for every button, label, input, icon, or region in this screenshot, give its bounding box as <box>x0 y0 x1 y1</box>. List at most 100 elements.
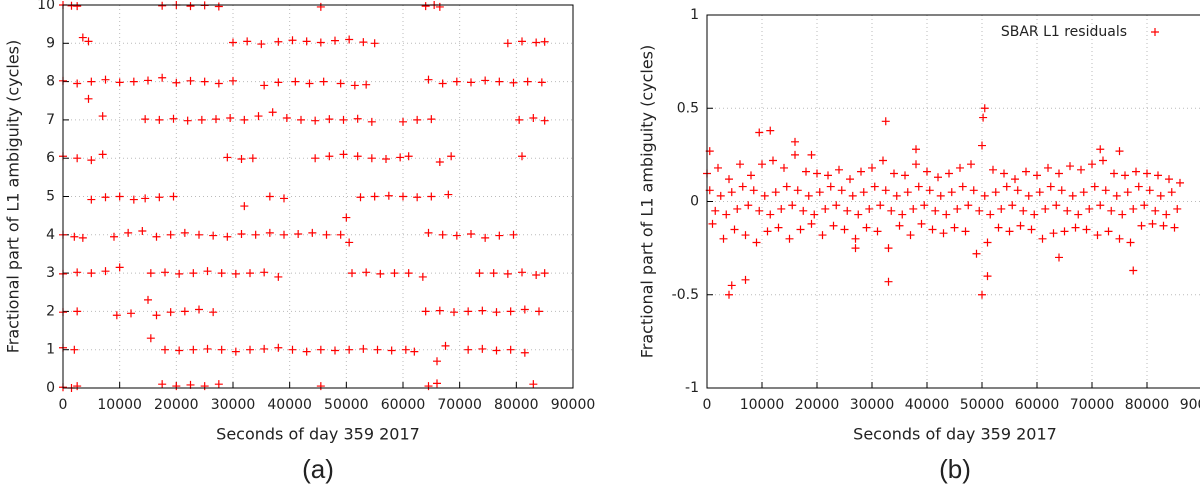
y-tick-label: 4 <box>46 227 55 243</box>
point <box>481 76 490 85</box>
point <box>246 345 254 354</box>
y-tick-label: 0 <box>690 194 699 210</box>
point <box>939 229 948 238</box>
point <box>725 290 733 299</box>
point <box>1090 182 1099 191</box>
point <box>152 311 161 320</box>
y-tick-label: 5 <box>46 189 55 205</box>
point <box>169 114 178 123</box>
point <box>362 80 371 89</box>
point <box>444 190 453 199</box>
point <box>226 113 235 122</box>
point <box>1093 231 1102 240</box>
point <box>1002 182 1011 191</box>
point <box>708 219 717 228</box>
point <box>87 77 96 86</box>
point <box>503 39 512 48</box>
point <box>294 230 303 239</box>
point <box>1101 186 1110 195</box>
point <box>331 346 339 355</box>
point <box>146 269 155 278</box>
point <box>1126 238 1135 247</box>
point <box>1129 204 1138 213</box>
y-tick-label: 8 <box>46 74 55 90</box>
point <box>727 281 736 290</box>
point <box>967 160 975 169</box>
point <box>758 160 766 169</box>
point <box>209 308 218 317</box>
point <box>1046 182 1055 191</box>
point <box>129 195 138 204</box>
point <box>396 153 405 162</box>
x-tick-label: 0 <box>59 397 68 413</box>
legend-marker <box>1151 28 1159 36</box>
point <box>744 201 753 210</box>
point <box>203 344 212 353</box>
point <box>316 382 325 391</box>
point <box>947 188 956 197</box>
point <box>837 186 846 195</box>
point <box>846 175 854 184</box>
point <box>851 244 860 253</box>
point <box>848 191 857 200</box>
point <box>755 128 764 137</box>
point <box>535 307 543 316</box>
point <box>229 76 237 85</box>
point <box>87 156 96 165</box>
point <box>495 77 504 86</box>
point <box>316 345 325 354</box>
point <box>84 94 93 103</box>
point <box>1013 186 1022 195</box>
point <box>214 2 223 11</box>
point <box>203 267 212 276</box>
x-tick-label: 30000 <box>850 397 895 413</box>
point <box>950 223 959 232</box>
point <box>441 341 450 350</box>
point <box>813 169 821 178</box>
point <box>302 37 311 46</box>
point <box>274 37 283 46</box>
point <box>1063 206 1072 215</box>
point <box>390 269 399 278</box>
point <box>906 231 915 240</box>
point <box>774 223 783 232</box>
plot-frame <box>706 14 1200 389</box>
point <box>217 345 226 354</box>
point <box>979 113 988 122</box>
point <box>741 231 750 240</box>
point <box>209 231 218 240</box>
y-tick-label: 0 <box>46 380 55 396</box>
point <box>509 78 518 87</box>
x-tick-label: 30000 <box>211 397 256 413</box>
point <box>421 307 430 316</box>
point <box>435 306 444 315</box>
point <box>865 204 874 213</box>
point <box>857 167 865 176</box>
plot-frame <box>62 4 574 389</box>
point <box>112 311 121 320</box>
point <box>1159 221 1168 230</box>
point <box>766 210 775 219</box>
point <box>280 230 288 239</box>
point <box>1055 169 1063 178</box>
point <box>1121 171 1129 180</box>
y-axis-title: Fractional part of L1 ambiguity (cycles) <box>4 40 23 354</box>
x-tick-label: 40000 <box>267 397 312 413</box>
y-tick-label: 9 <box>46 35 55 51</box>
x-tick-label: 70000 <box>437 397 482 413</box>
point <box>492 308 501 317</box>
point <box>467 78 475 87</box>
y-tick-label: 6 <box>46 150 55 166</box>
point <box>1011 175 1019 184</box>
x-tick-label: 10000 <box>97 397 142 413</box>
y-tick-label: 3 <box>46 265 55 281</box>
point <box>214 79 223 88</box>
point <box>532 38 541 47</box>
point <box>308 228 317 237</box>
y-tick-label: 10 <box>37 0 55 13</box>
point <box>961 227 970 236</box>
point <box>353 114 362 123</box>
point <box>410 347 419 356</box>
point <box>1000 169 1008 178</box>
x-axis-title: Seconds of day 359 2017 <box>216 425 420 444</box>
